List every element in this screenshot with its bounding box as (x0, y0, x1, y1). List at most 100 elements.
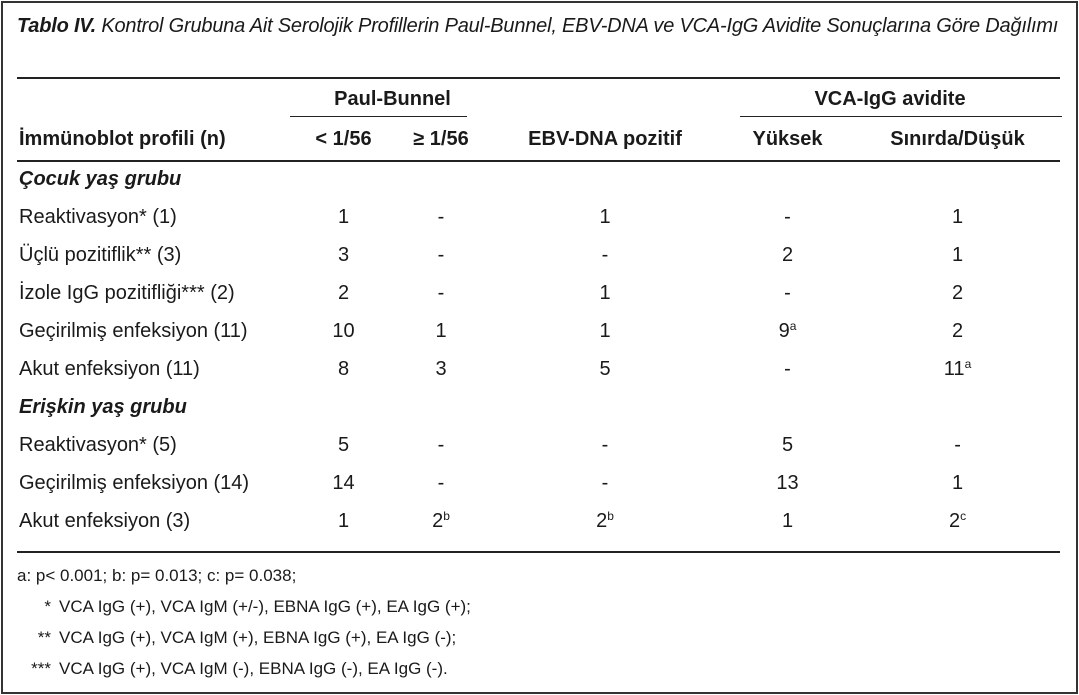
cell-value: 1 (337, 205, 350, 228)
caption-label: Tablo IV. (17, 15, 96, 37)
table-cell: - (392, 464, 490, 502)
table-cell: - (392, 198, 490, 236)
cell-value: 1 (337, 509, 350, 532)
cell-value: 5 (337, 433, 350, 456)
row-label: Geçirilmiş enfeksiyon (11) (19, 319, 248, 342)
cell-value: 14 (332, 471, 355, 494)
cell-value: 8 (337, 357, 350, 380)
cell-value: - (437, 471, 445, 494)
table-row: İzole IgG pozitifliği*** (2) 2 - 1 - 2 (17, 274, 1060, 312)
cell-value: 2 (948, 509, 961, 532)
cell-value: - (601, 243, 609, 266)
cell-value: 1 (599, 281, 611, 304)
table-cell: 1 (295, 198, 392, 236)
row-label: Reaktivasyon* (1) (19, 205, 177, 228)
group-title: Çocuk yaş grubu (19, 167, 182, 190)
table-cell: 1 (295, 502, 392, 540)
cell-value: 1 (951, 205, 964, 228)
column-header: İmmünoblot profili (n) (19, 127, 226, 150)
table-row: Akut enfeksiyon (3) 1 2b 2b 1 2c (17, 502, 1060, 540)
row-label: Akut enfeksiyon (3) (19, 509, 191, 532)
cell-value: 1 (599, 205, 611, 228)
table-cell: 2 (855, 312, 1060, 350)
cell-value: - (437, 433, 445, 456)
table-row: Reaktivasyon* (1) 1 - 1 - 1 (17, 198, 1060, 236)
significance-superscript: c (960, 508, 967, 523)
table-row: Üçlü pozitiflik** (3) 3 - - 2 1 (17, 236, 1060, 274)
column-header: Yüksek (752, 127, 823, 150)
cell-value: 11 (943, 357, 965, 380)
column-header: ≥ 1/56 (413, 127, 469, 150)
column-header: EBV-DNA pozitif (528, 127, 682, 150)
footnote-mark: *** (31, 659, 51, 678)
cell-value: 1 (781, 509, 794, 532)
table-cell: 2c (855, 502, 1060, 540)
table-cell: 11a (855, 350, 1060, 388)
table-caption: Tablo IV. Kontrol Grubuna Ait Serolojik … (17, 12, 1062, 41)
cell-value: 2 (951, 281, 964, 304)
table-cell: 2 (855, 274, 1060, 312)
vca-underline (740, 116, 1062, 117)
cell-value: - (601, 433, 609, 456)
footnote-mark: ** (37, 628, 51, 647)
table-cell: - (392, 274, 490, 312)
cell-value: - (437, 243, 445, 266)
data-table: Paul-Bunnel VCA-IgG avidite İmmünoblot p… (17, 80, 1060, 540)
cell-value: 3 (337, 243, 350, 266)
table-cell: - (490, 426, 720, 464)
cell-value: 13 (776, 471, 799, 494)
table-cell: - (490, 236, 720, 274)
footnote: ** VCA IgG (+), VCA IgM (+), EBNA IgG (+)… (17, 622, 471, 653)
cell-value: 5 (599, 357, 611, 380)
group-row: Erişkin yaş grubu (17, 388, 1060, 426)
footnote: *** VCA IgG (+), VCA IgM (-), EBNA IgG (-… (17, 653, 471, 684)
table-cell: 1 (392, 312, 490, 350)
table-cell: 14 (295, 464, 392, 502)
cell-value: - (437, 281, 445, 304)
table-cell: - (720, 274, 855, 312)
footnote-text: VCA IgG (+), VCA IgM (+/-), EBNA IgG (+)… (59, 597, 471, 616)
footnote: * VCA IgG (+), VCA IgM (+/-), EBNA IgG (+… (17, 591, 471, 622)
significance-superscript: a (789, 318, 797, 333)
cell-value: 3 (435, 357, 447, 380)
column-header-row: İmmünoblot profili (n) < 1/56 ≥ 1/56 EBV… (17, 118, 1060, 160)
table-cell: 5 (720, 426, 855, 464)
significance-superscript: b (443, 508, 450, 523)
table-row: Geçirilmiş enfeksiyon (11) 10 1 1 9a 2 (17, 312, 1060, 350)
table-cell: 9a (720, 312, 855, 350)
table-cell: 5 (295, 426, 392, 464)
footnote-text: VCA IgG (+), VCA IgM (-), EBNA IgG (-), … (59, 659, 448, 678)
cell-value: 2 (781, 243, 794, 266)
group-row: Çocuk yaş grubu (17, 160, 1060, 198)
table-cell: 1 (490, 198, 720, 236)
table-cell: 13 (720, 464, 855, 502)
footnote-text: VCA IgG (+), VCA IgM (+), EBNA IgG (+), … (59, 628, 457, 647)
group-header-row: Paul-Bunnel VCA-IgG avidite (17, 80, 1060, 118)
cell-value: 10 (332, 319, 355, 342)
table-cell: 3 (295, 236, 392, 274)
cell-value: 2 (432, 509, 444, 532)
cell-value: 9 (778, 319, 790, 342)
column-header: < 1/56 (315, 127, 372, 150)
significance-superscript: b (607, 508, 614, 523)
cell-value: 5 (781, 433, 794, 456)
cell-value: - (437, 205, 445, 228)
paul-bunnel-underline (290, 116, 467, 117)
table-cell: 1 (720, 502, 855, 540)
cell-value: 1 (951, 243, 964, 266)
table-row: Reaktivasyon* (5) 5 - - 5 - (17, 426, 1060, 464)
table-cell: 10 (295, 312, 392, 350)
column-header: Sınırda/Düşük (890, 127, 1025, 150)
table-cell: 2 (295, 274, 392, 312)
bottom-rule (17, 551, 1060, 553)
group-title: Erişkin yaş grubu (19, 395, 187, 418)
row-label: İzole IgG pozitifliği*** (2) (19, 281, 235, 304)
cell-value: 1 (435, 319, 447, 342)
table-cell: - (720, 350, 855, 388)
table-cell: 5 (490, 350, 720, 388)
row-label: Akut enfeksiyon (11) (19, 357, 200, 380)
cell-value: 1 (951, 471, 964, 494)
row-label: Geçirilmiş enfeksiyon (14) (19, 471, 250, 494)
row-label: Reaktivasyon* (5) (19, 433, 177, 456)
